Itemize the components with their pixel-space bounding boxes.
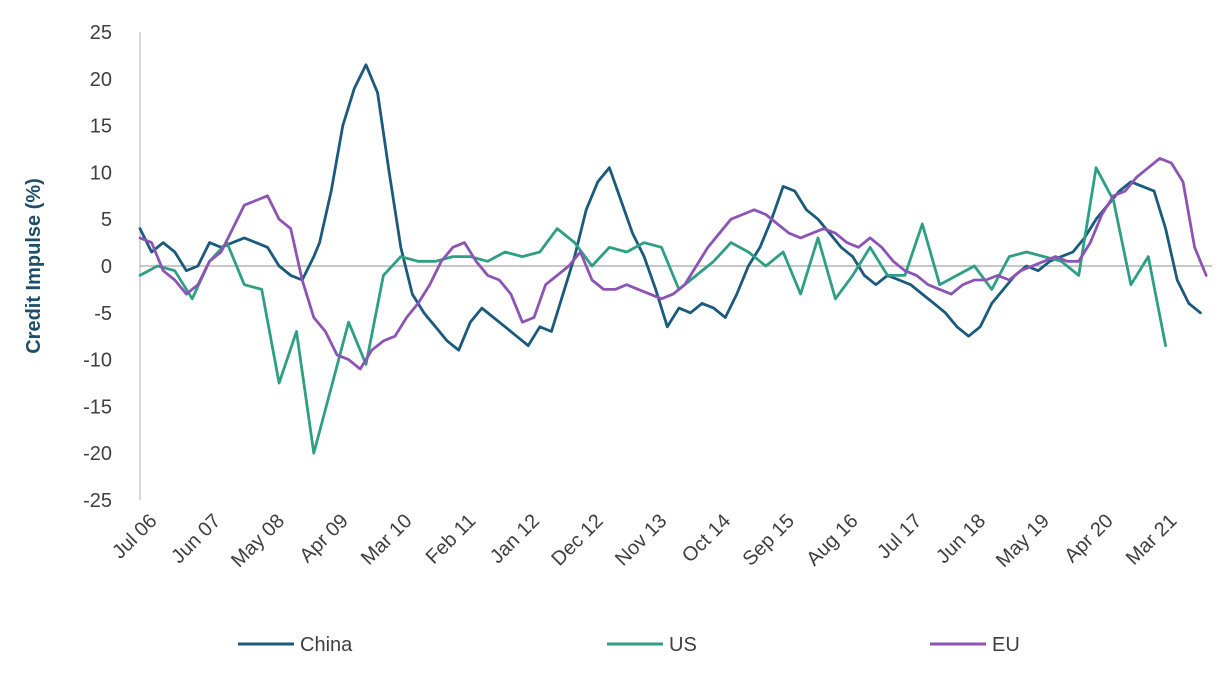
x-tick-label: Aug 16	[802, 510, 862, 570]
x-tick-label: Jun 18	[932, 510, 990, 568]
y-tick-label: -15	[83, 396, 112, 418]
y-tick-label: 15	[90, 116, 112, 138]
x-tick-label: Apr 09	[296, 510, 353, 567]
y-tick-label: -5	[94, 303, 112, 325]
x-tick-label: May 08	[227, 510, 289, 572]
x-tick-label: Sep 15	[739, 510, 799, 570]
x-tick-label: Jan 12	[486, 510, 544, 568]
x-tick-label: Nov 13	[611, 510, 671, 570]
legend-label: US	[669, 634, 697, 656]
legend-item-eu: EU	[930, 634, 1020, 656]
x-tick-label: Mar 21	[1122, 510, 1182, 570]
legend-item-us: US	[607, 634, 697, 656]
y-tick-labels: 25 20 15 10 5 0 -5 -10 -15 -20 -25	[83, 22, 112, 512]
x-tick-label: Jun 07	[167, 510, 225, 568]
y-tick-label: 0	[101, 256, 112, 278]
series-lines	[138, 63, 1208, 455]
series-line-china	[138, 63, 1202, 352]
legend: China US EU	[238, 634, 1020, 656]
y-tick-label: 20	[90, 69, 112, 91]
x-tick-label: May 19	[992, 510, 1054, 572]
x-tick-label: Feb 11	[422, 510, 481, 569]
y-axis-title: Credit Impulse (%)	[23, 178, 45, 354]
x-tick-labels: Jul 06 Jun 07 May 08 Apr 09 Mar 10 Feb 11 Jan …	[108, 510, 1181, 572]
x-tick-label: Apr 20	[1060, 510, 1117, 567]
axes	[139, 32, 1212, 500]
legend-item-china: China	[238, 634, 353, 656]
y-tick-label: 10	[90, 162, 112, 184]
y-tick-label: 25	[90, 22, 112, 44]
legend-label: China	[300, 634, 353, 656]
x-tick-label: Jul 17	[873, 510, 926, 563]
series-line-us	[138, 166, 1167, 455]
x-tick-label: Jul 06	[108, 510, 161, 563]
y-tick-label: -10	[83, 350, 112, 372]
x-tick-label: Dec 12	[547, 510, 607, 570]
series-line-eu	[138, 157, 1208, 371]
y-tick-label: -20	[83, 443, 112, 465]
y-tick-label: 5	[101, 209, 112, 231]
x-tick-label: Mar 10	[357, 510, 417, 570]
y-tick-label: -25	[83, 490, 112, 512]
legend-label: EU	[992, 634, 1020, 656]
x-tick-label: Oct 14	[678, 510, 735, 567]
